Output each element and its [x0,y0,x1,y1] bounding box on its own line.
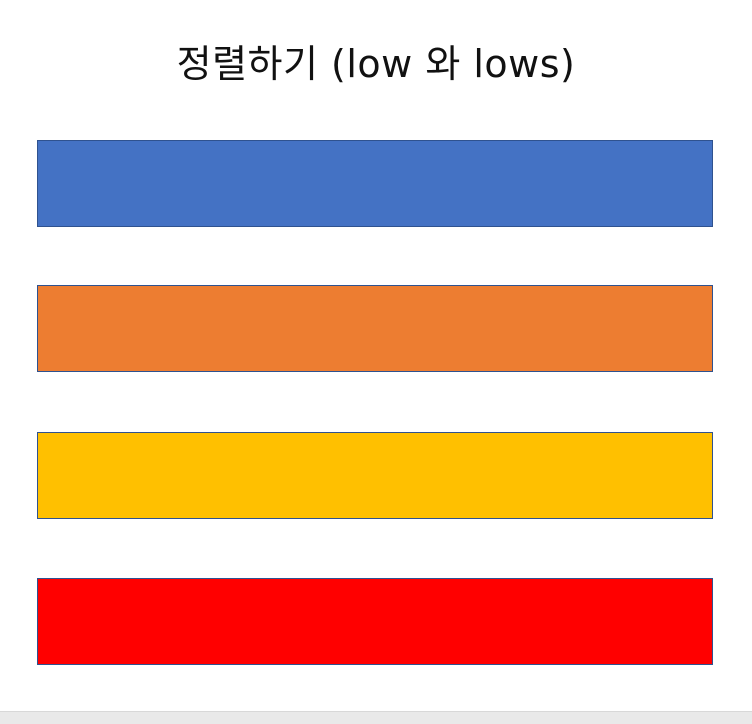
slide-title: 정렬하기 (low 와 lows) [176,42,576,86]
blue-bar[interactable] [37,140,713,227]
bottom-strip [0,711,752,724]
orange-bar[interactable] [37,285,713,372]
red-bar[interactable] [37,578,713,665]
yellow-bar[interactable] [37,432,713,519]
